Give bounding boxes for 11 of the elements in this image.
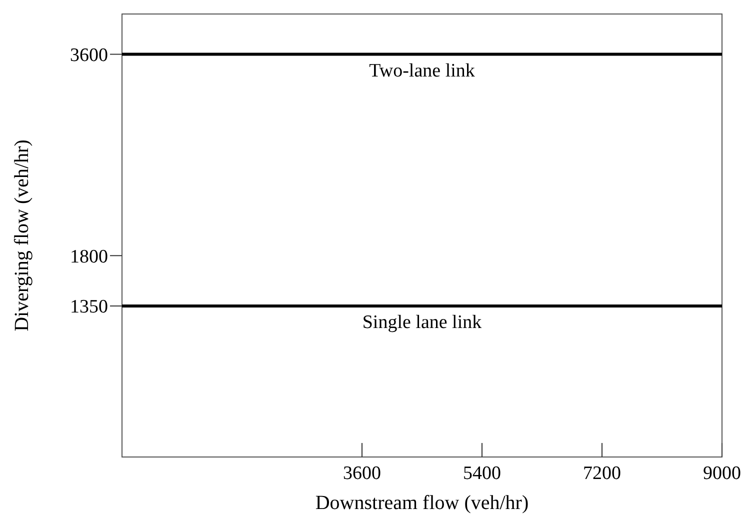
y-tick-label: 1800	[70, 246, 108, 268]
y-tick-label: 1350	[70, 296, 108, 318]
y-axis-title: Diverging flow (veh/hr)	[11, 140, 33, 332]
x-tick-label: 9000	[703, 463, 741, 484]
series-label: Two-lane link	[369, 60, 476, 82]
series-label: Single lane link	[362, 312, 482, 333]
x-tick-label: 7200	[583, 463, 621, 484]
x-tick-label: 3600	[343, 463, 381, 484]
y-tick-label: 3600	[70, 44, 108, 66]
x-tick-label: 5400	[463, 463, 501, 484]
x-axis-title: Downstream flow (veh/hr)	[315, 492, 529, 514]
